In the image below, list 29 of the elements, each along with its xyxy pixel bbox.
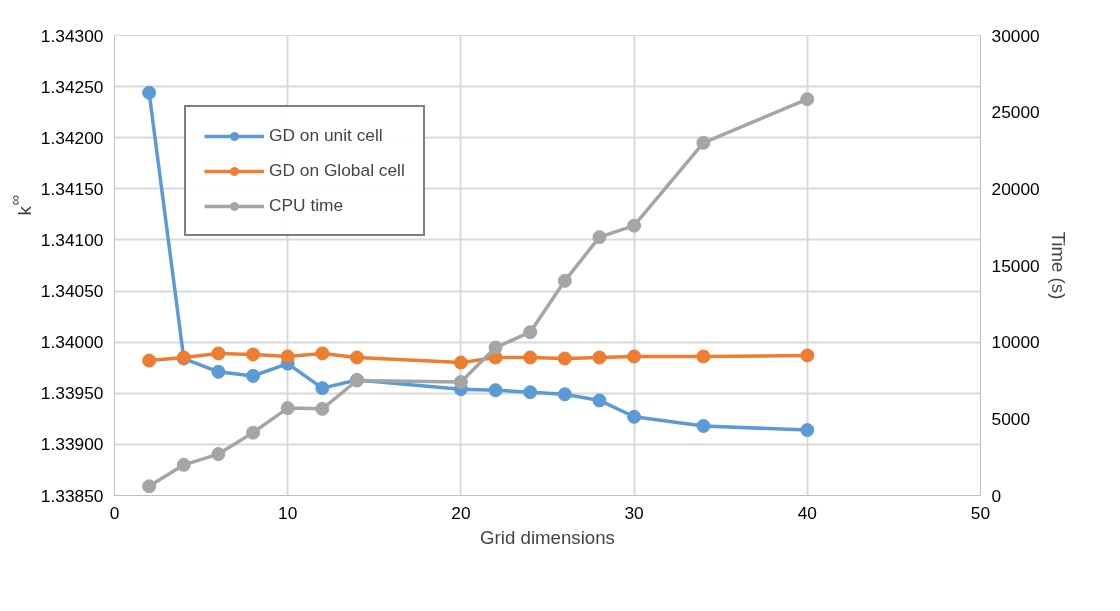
y2-tick-label: 5000 [991,408,1031,429]
y2-tick-label: 15000 [991,255,1040,276]
y2-axis-title: Time (s) [1047,231,1069,300]
x-axis-title: Grid dimensions [480,526,615,548]
y2-tick-label: 30000 [991,25,1040,46]
legend-label: GD on Global cell [269,160,405,181]
y-tick-label: 1.34200 [40,127,104,148]
y-tick-label: 1.33900 [40,434,104,455]
x-tick-label: 50 [970,502,991,523]
y-tick-label: 1.34050 [40,281,104,302]
y2-tick-label: 25000 [991,102,1040,123]
y-tick-label: 1.34150 [40,178,104,199]
y-axis-title: k∞ [6,195,35,216]
x-tick-label: 0 [109,502,120,523]
y-tick-label: 1.34300 [40,25,104,46]
y-tick-label: 1.33950 [40,383,104,404]
x-tick-label: 10 [278,502,298,523]
legend-label: GD on unit cell [269,125,383,146]
x-tick-label: 20 [451,502,471,523]
x-tick-label: 40 [797,502,817,523]
y-tick-label: 1.34250 [40,76,104,97]
legend-label: CPU time [269,195,344,216]
x-tick-label: 30 [624,502,644,523]
y-tick-label: 1.34100 [40,229,104,250]
y2-tick-label: 10000 [991,332,1040,353]
y2-tick-label: 20000 [991,178,1040,199]
y2-tick-label: 0 [991,485,1002,506]
y-tick-label: 1.34000 [40,332,104,353]
y-tick-label: 1.33850 [40,485,104,506]
